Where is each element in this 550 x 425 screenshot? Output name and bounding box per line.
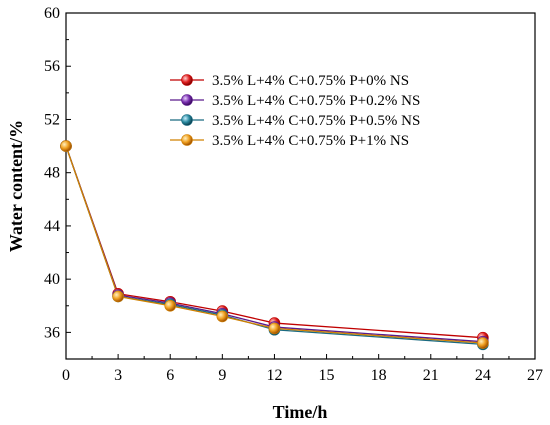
y-tick-label: 60 xyxy=(44,5,60,22)
legend: 3.5% L+4% C+0.75% P+0% NS 3.5% L+4% C+0.7… xyxy=(170,73,420,149)
legend-label: 3.5% L+4% C+0.75% P+0.2% NS xyxy=(212,93,420,109)
y-tick-label: 44 xyxy=(44,218,60,235)
data-point xyxy=(60,140,72,152)
x-tick-label: 15 xyxy=(319,367,335,384)
data-point xyxy=(216,310,229,323)
y-tick-label: 52 xyxy=(44,111,60,128)
x-tick-label: 24 xyxy=(475,367,491,384)
plot-frame xyxy=(65,12,536,360)
legend-label: 3.5% L+4% C+0.75% P+0.5% NS xyxy=(212,113,420,129)
x-tick-label: 18 xyxy=(371,367,387,384)
x-axis-ticks: 0 3 6 9 12 15 18 21 24 27 xyxy=(62,354,543,384)
y-tick-label: 48 xyxy=(44,165,60,182)
y-axis-ticks: 36 40 44 48 52 56 60 xyxy=(44,5,71,341)
legend-label: 3.5% L+4% C+0.75% P+0% NS xyxy=(212,73,409,89)
x-tick-label: 3 xyxy=(114,367,122,384)
legend-marker xyxy=(181,114,193,126)
legend-marker xyxy=(181,94,193,106)
legend-marker xyxy=(181,134,193,146)
x-axis-title: Time/h xyxy=(273,402,328,422)
y-axis-title: Water content/% xyxy=(6,120,26,252)
x-tick-label: 12 xyxy=(266,367,282,384)
series-line xyxy=(65,145,483,344)
x-tick-label: 27 xyxy=(527,367,543,384)
x-tick-label: 9 xyxy=(218,367,226,384)
y-tick-label: 36 xyxy=(44,324,60,341)
data-point xyxy=(268,322,281,335)
y-tick-label: 40 xyxy=(44,271,60,288)
data-point xyxy=(112,290,124,303)
data-point xyxy=(164,299,177,312)
series-line xyxy=(65,145,483,346)
x-tick-label: 0 xyxy=(62,367,70,384)
y-tick-label: 56 xyxy=(44,58,60,75)
data-point xyxy=(477,337,489,349)
x-tick-label: 6 xyxy=(166,367,174,384)
legend-label: 3.5% L+4% C+0.75% P+1% NS xyxy=(212,133,409,149)
series-line xyxy=(65,145,483,339)
x-tick-label: 21 xyxy=(423,367,439,384)
series-line xyxy=(65,145,483,343)
legend-marker xyxy=(181,74,193,86)
series-layer xyxy=(60,140,489,351)
